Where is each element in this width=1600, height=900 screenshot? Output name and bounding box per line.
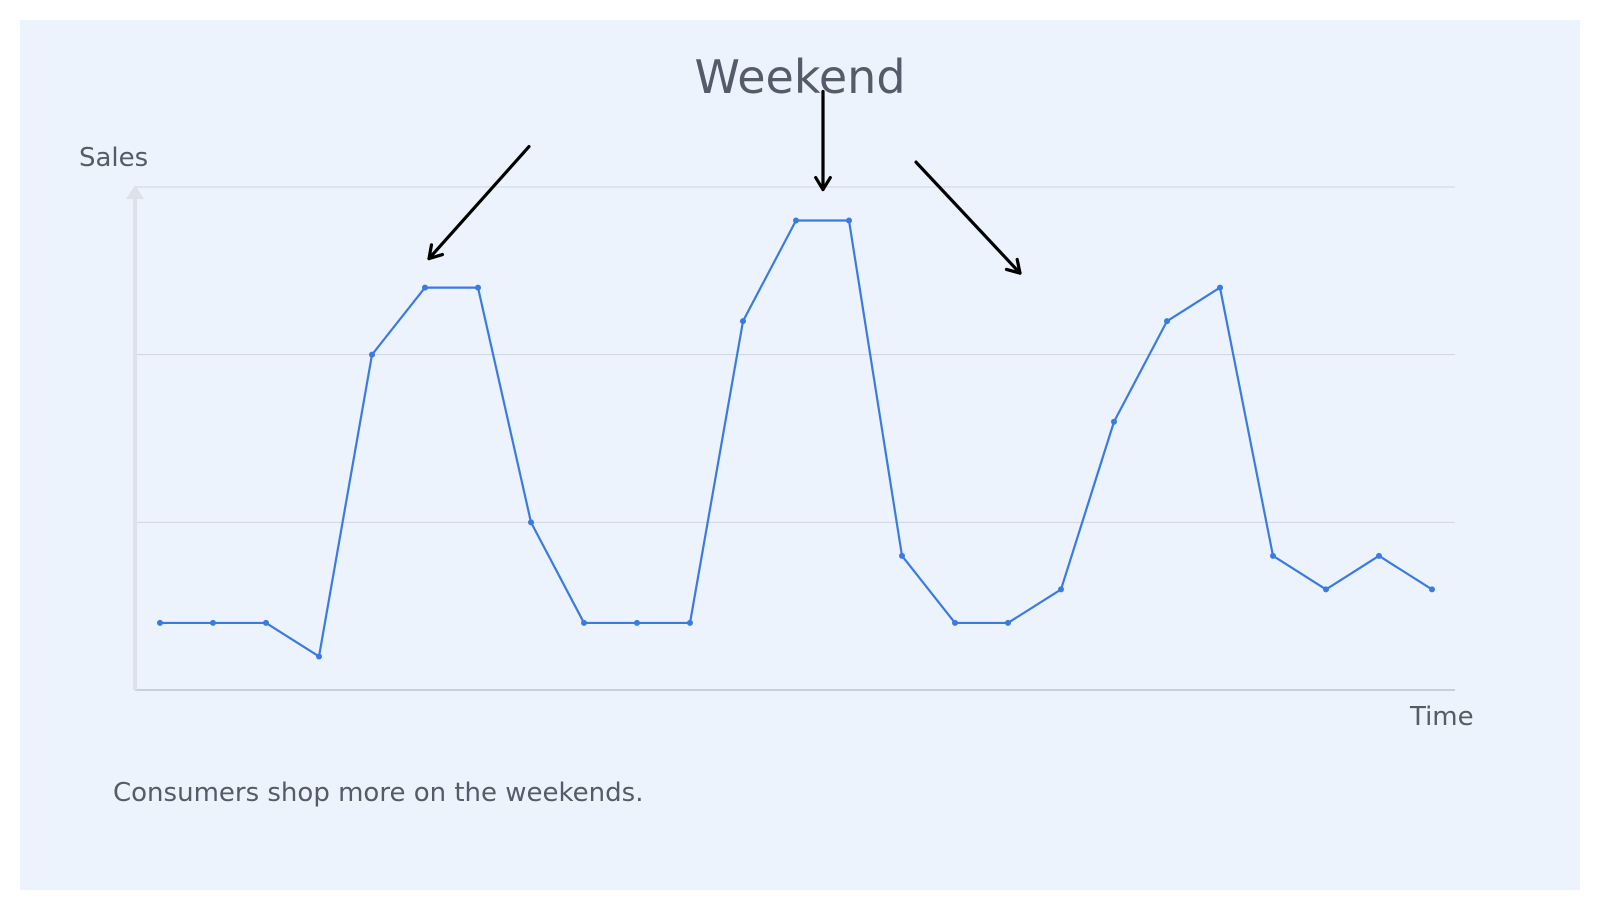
series-layer <box>160 219 1433 658</box>
annotations-layer <box>427 89 1022 275</box>
data-point <box>740 318 746 325</box>
data-point <box>1376 552 1382 559</box>
data-point <box>952 619 958 626</box>
data-point <box>1005 619 1011 626</box>
annotation-arrow <box>914 160 1022 275</box>
series-line <box>160 219 1433 658</box>
annotation-arrowhead <box>427 243 445 261</box>
data-point <box>846 217 852 224</box>
data-point <box>581 619 587 626</box>
data-point <box>475 284 481 291</box>
data-point <box>687 619 693 626</box>
grid-lines <box>135 186 1455 523</box>
data-point <box>1111 418 1117 425</box>
data-point <box>316 653 322 660</box>
data-point <box>793 217 799 224</box>
data-point <box>1164 318 1170 325</box>
data-point <box>1323 586 1329 593</box>
data-point <box>263 619 269 626</box>
data-point <box>1270 552 1276 559</box>
annotation-arrowhead <box>814 175 832 192</box>
data-point <box>1058 586 1064 593</box>
x-axis-label: Time <box>1410 702 1474 732</box>
data-point <box>422 284 428 291</box>
data-point <box>899 552 905 559</box>
y-axis-label: Sales <box>79 143 149 173</box>
points-layer <box>157 217 1435 660</box>
annotation-arrowhead <box>1004 257 1022 275</box>
data-point <box>210 619 216 626</box>
data-point <box>634 619 640 626</box>
axes <box>126 185 1455 691</box>
y-axis-arrowhead <box>126 185 144 199</box>
chart-title: Weekend <box>694 50 906 104</box>
data-point <box>1429 586 1435 593</box>
chart-caption: Consumers shop more on the weekends. <box>113 778 644 808</box>
data-point <box>157 619 163 626</box>
chart-panel <box>20 20 1580 890</box>
data-point <box>369 351 375 358</box>
data-point <box>528 519 534 526</box>
annotation-arrow <box>427 145 531 261</box>
data-point <box>1217 284 1223 291</box>
